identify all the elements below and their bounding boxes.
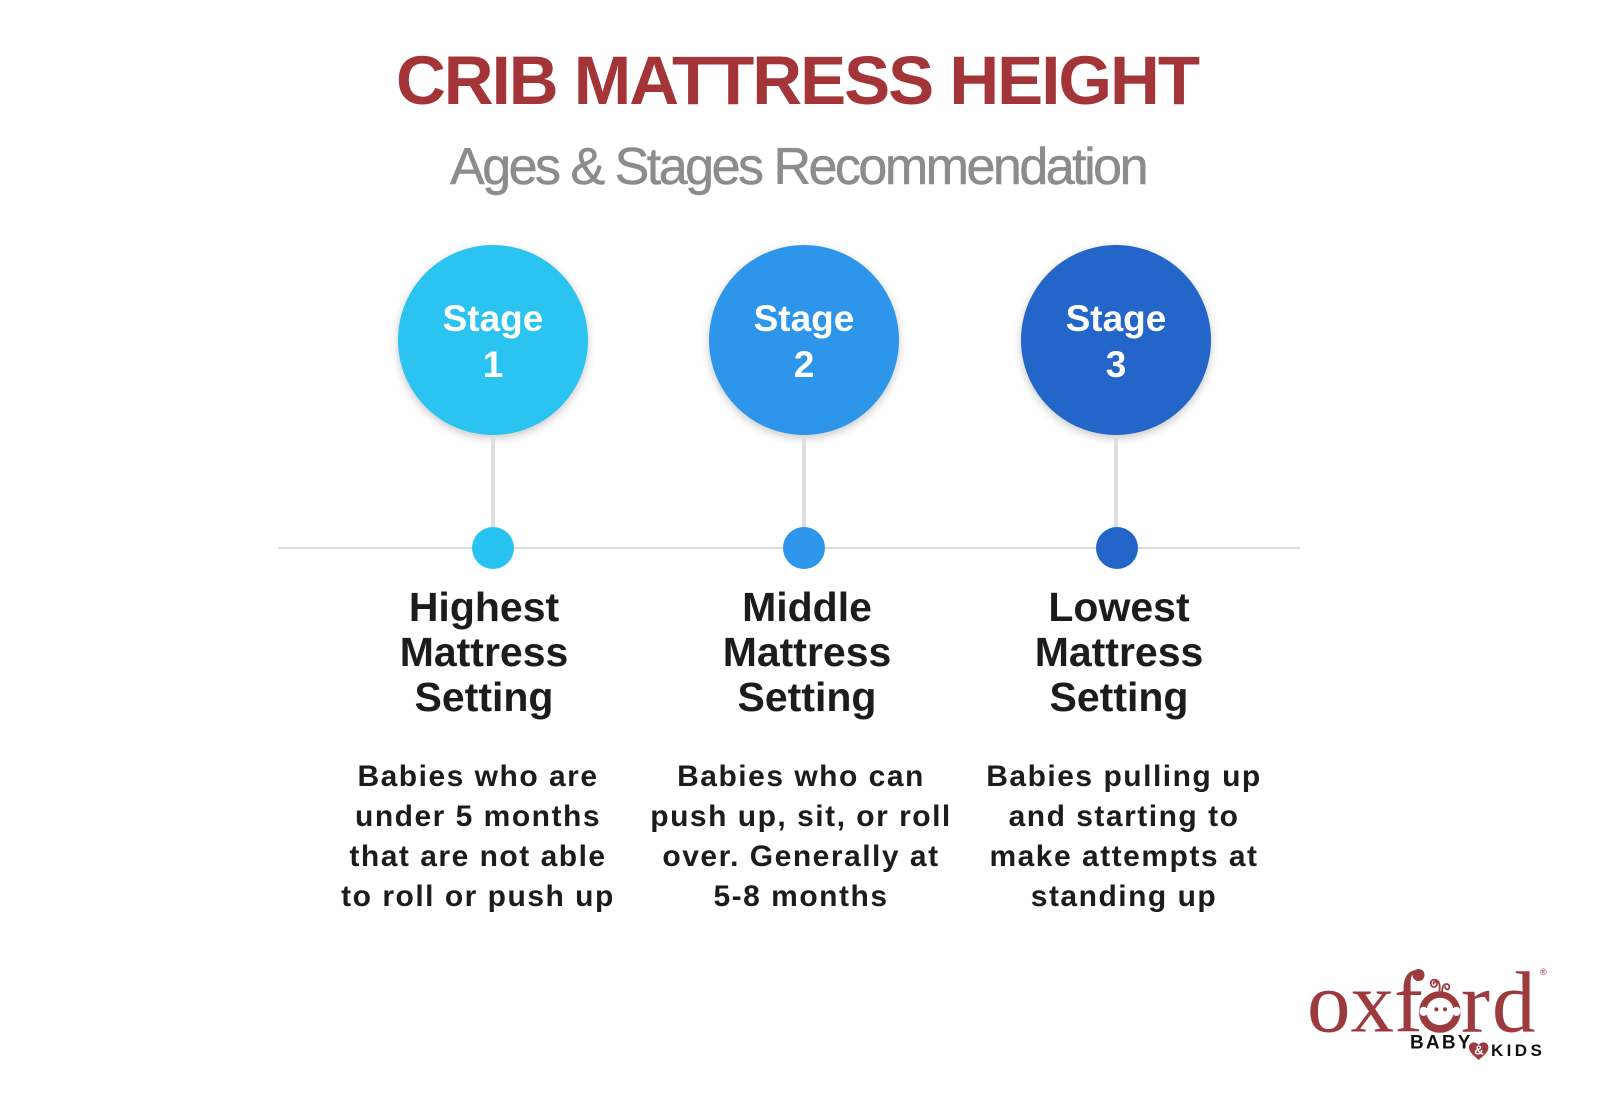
svg-text:BABY: BABY [1410, 1033, 1473, 1054]
svg-text:rd: rd [1461, 955, 1537, 1051]
svg-text:oxf: oxf [1307, 955, 1423, 1051]
svg-text:®: ® [1540, 967, 1547, 977]
svg-text:&: & [1474, 1043, 1483, 1058]
svg-text:KIDS: KIDS [1491, 1041, 1545, 1060]
